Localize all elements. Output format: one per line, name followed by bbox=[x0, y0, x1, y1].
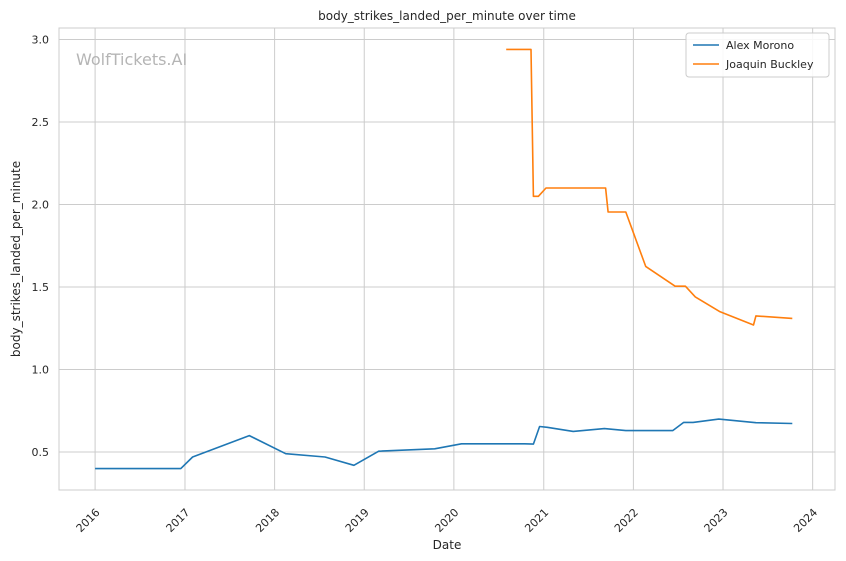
x-axis-label: Date bbox=[433, 538, 462, 552]
series-line-joaquin-buckley bbox=[506, 48, 793, 326]
legend-label-alex-morono: Alex Morono bbox=[726, 39, 794, 52]
watermark: WolfTickets.AI bbox=[76, 50, 187, 69]
y-tick-label: 1.0 bbox=[32, 364, 50, 377]
gridlines bbox=[59, 28, 835, 490]
legend: Alex Morono Joaquin Buckley bbox=[685, 32, 830, 78]
legend-box bbox=[685, 32, 830, 78]
y-tick-label: 0.5 bbox=[32, 446, 50, 459]
y-tick-label: 1.5 bbox=[32, 281, 50, 294]
y-tick-label: 3.0 bbox=[32, 34, 50, 47]
y-axis-label: body_strikes_landed_per_minute bbox=[9, 161, 23, 357]
y-tick-label: 2.0 bbox=[32, 199, 50, 212]
legend-label-joaquin-buckley: Joaquin Buckley bbox=[725, 58, 814, 71]
y-tick-label: 2.5 bbox=[32, 116, 50, 129]
y-axis-ticks: 0.5 1.0 1.5 2.0 2.5 3.0 bbox=[32, 34, 50, 459]
chart-title: body_strikes_landed_per_minute over time bbox=[318, 9, 576, 23]
plot-area-frame bbox=[58, 27, 836, 491]
series-layer bbox=[95, 48, 793, 470]
series-line-alex-morono bbox=[95, 418, 793, 470]
